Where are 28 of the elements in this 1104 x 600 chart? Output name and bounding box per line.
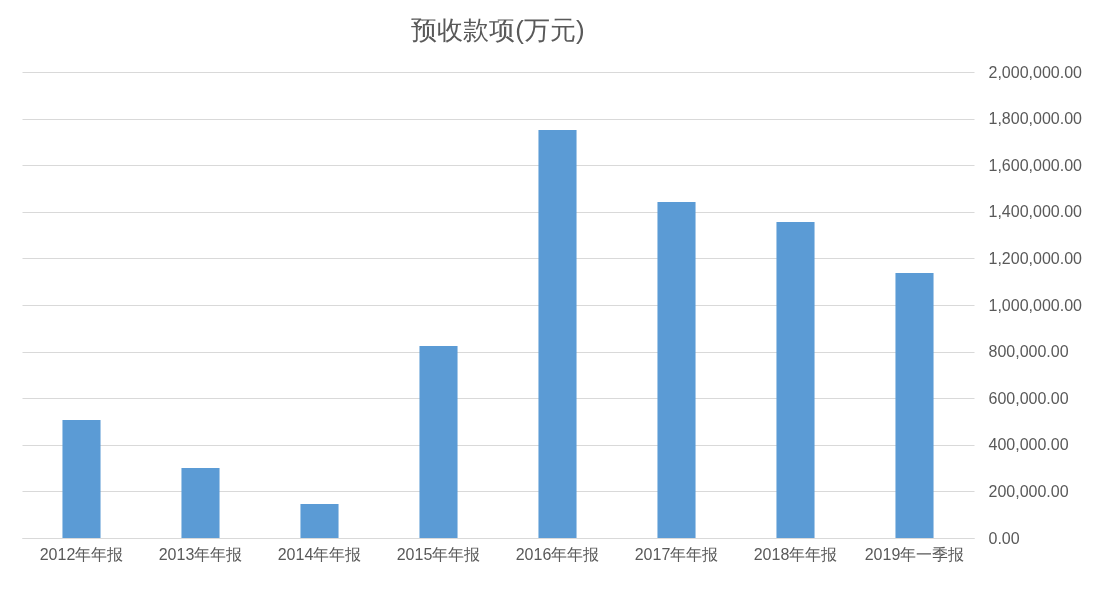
x-tick-label: 2013年年报 (158, 545, 243, 563)
x-tick-label: 2012年年报 (39, 545, 124, 563)
chart-title: 预收款项(万元) (411, 15, 585, 45)
x-tick-label: 2019年一季报 (864, 545, 965, 563)
y-tick-label: 1,800,000.00 (988, 110, 1083, 128)
bar (300, 503, 339, 538)
y-tick-label: 1,600,000.00 (988, 156, 1083, 174)
x-tick-label: 2014年年报 (277, 545, 362, 563)
y-tick-label: 1,000,000.00 (988, 296, 1083, 314)
y-tick-label: 200,000.00 (988, 482, 1069, 500)
y-tick-label: 400,000.00 (988, 436, 1069, 454)
y-tick-label: 1,200,000.00 (988, 249, 1083, 267)
bar (776, 222, 815, 538)
y-tick-label: 600,000.00 (988, 389, 1069, 407)
bar (895, 273, 934, 538)
y-tick-label: 1,400,000.00 (988, 203, 1083, 221)
x-tick-label: 2018年年报 (753, 545, 838, 563)
y-tick-label: 2,000,000.00 (988, 63, 1083, 81)
x-tick-label: 2017年年报 (634, 545, 719, 563)
x-tick-label: 2016年年报 (515, 545, 600, 563)
bar (419, 346, 458, 538)
y-tick-label: 800,000.00 (988, 343, 1069, 361)
x-tick-label: 2015年年报 (396, 545, 481, 563)
bar (538, 130, 577, 538)
bar (657, 202, 696, 538)
y-tick-label: 0.00 (988, 529, 1020, 547)
bar (62, 420, 101, 538)
bar (181, 468, 220, 538)
